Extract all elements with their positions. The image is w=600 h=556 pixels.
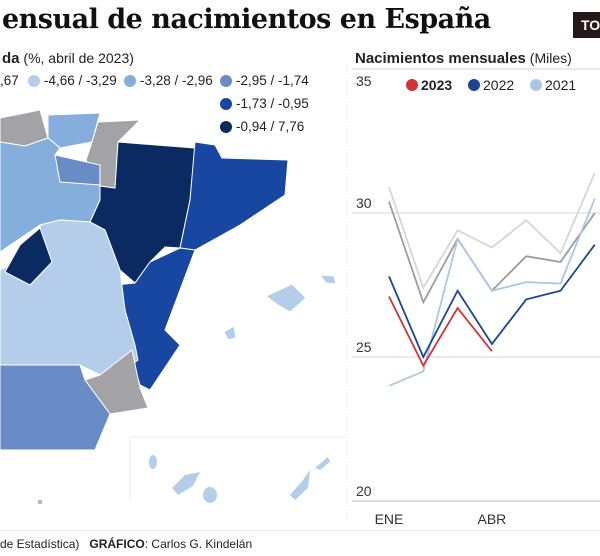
small-square [38, 500, 42, 504]
legend-dot-icon [530, 79, 542, 91]
spain-map [0, 109, 345, 504]
series-line-2022 [388, 244, 596, 360]
series-line-2023 [388, 296, 493, 368]
legend-label: 2021 [545, 77, 576, 93]
series-line-2021 [388, 198, 596, 387]
region-andalucia [0, 364, 111, 451]
source-text: de Estadística) [0, 537, 80, 551]
legend-label: 2022 [483, 77, 514, 93]
region-madrid [4, 227, 53, 286]
region-catalonia [179, 141, 289, 251]
credit-text: : Carlos G. Kindelán [144, 537, 253, 551]
island [290, 470, 310, 500]
credit-label: GRÁFICO [89, 537, 145, 551]
series-line-unlabeled [388, 172, 596, 291]
region-mallorca [265, 283, 307, 313]
region-la-rioja [54, 154, 101, 186]
legend-item: -0,94 / 7,76 [220, 119, 304, 134]
region-cantabria [47, 112, 101, 149]
map-subtitle-bold: da [2, 50, 20, 67]
legend-label: 2023 [421, 77, 452, 93]
x-tick-label: ABR [478, 511, 507, 527]
legend-dot-icon [220, 120, 232, 133]
map-subtitle-text: (%, abril de 2023) [23, 50, 134, 66]
legend-dot-icon [220, 97, 232, 110]
legend-item: -4,66 / -3,29 [28, 73, 117, 88]
legend-dot-icon [28, 74, 40, 87]
legend-label: -1,73 / -0,95 [236, 96, 309, 111]
legend-item: -3,28 / -2,96 [124, 73, 213, 88]
region-ibiza [223, 325, 237, 341]
chart-unit: (Miles) [529, 50, 572, 66]
legend-item: -2,95 / -1,74 [220, 73, 309, 88]
y-tick-label: 20 [356, 483, 372, 499]
island [149, 455, 157, 469]
chart-title-row: Nacimientos mensuales (Miles) [355, 50, 572, 67]
map-subtitle: da (%, abril de 2023) [2, 50, 134, 67]
legend-label: -4,66 / -3,29 [44, 73, 117, 88]
y-tick-label: 30 [356, 195, 372, 211]
y-tick-label: 35 [356, 73, 372, 89]
legend-item: -1,73 / -0,95 [220, 96, 309, 111]
island [203, 487, 217, 503]
page-title: ensual de nacimientos en España [2, 4, 491, 35]
legend-label: -0,94 / 7,76 [236, 119, 305, 134]
footer: de Estadística) GRÁFICO: Carlos G. Kinde… [0, 537, 252, 551]
legend-dot-icon [406, 79, 418, 91]
legend-dot-icon [220, 74, 232, 87]
chart-title: Nacimientos mensuales [355, 50, 526, 67]
legend-label: -2,95 / -1,74 [236, 73, 309, 88]
legend-item: ,67 [0, 73, 19, 88]
region-menorca [318, 274, 337, 285]
y-tick-label: 25 [356, 339, 372, 355]
legend-label: -3,28 / -2,96 [140, 73, 213, 88]
x-tick-label: ENE [375, 511, 404, 527]
island [315, 457, 330, 470]
island [172, 472, 200, 495]
line-chart: 20 25 30 35 ENE ABR 2023 2022 2021 [346, 65, 600, 527]
legend-dot-icon [124, 74, 136, 87]
top-button[interactable]: TO [573, 12, 600, 38]
footer-divider [0, 530, 600, 531]
legend-label: ,67 [0, 73, 19, 88]
canarias-frame [129, 436, 345, 500]
legend-dot-icon [468, 79, 480, 91]
